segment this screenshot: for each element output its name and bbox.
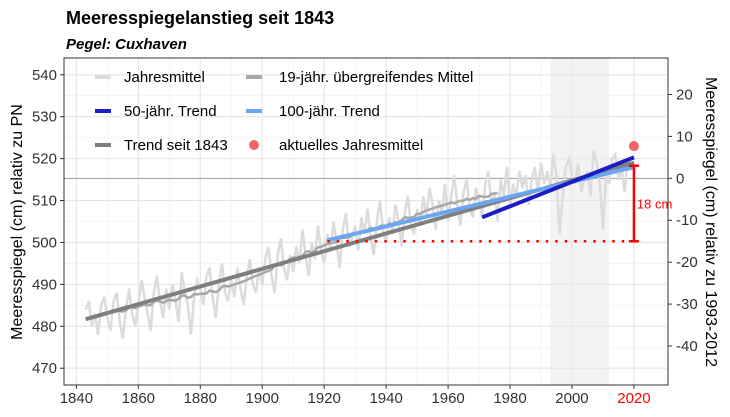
y-tick-label-left: 510: [32, 193, 57, 210]
y-tick-label-left: 490: [32, 276, 57, 293]
current-annual-mean-point: [628, 141, 639, 152]
y-tick-label-right: -20: [676, 254, 698, 271]
chart-subtitle: Pegel: Cuxhaven: [66, 36, 187, 53]
x-tick-label: 1860: [122, 390, 155, 407]
legend-label: aktuelles Jahresmittel: [279, 137, 423, 154]
plot-area: 18 cm Jahresmittel 19-jähr. übergreifendes…: [32, 57, 698, 407]
y-tick-label-left: 540: [32, 67, 57, 84]
y-tick-label-right: -30: [676, 296, 698, 313]
y-tick-label-left: 520: [32, 151, 57, 168]
x-tick-label: 1940: [369, 390, 402, 407]
y-tick-label-right: 10: [676, 128, 693, 145]
panel-border: [63, 57, 669, 386]
x-tick-label: 2000: [555, 390, 588, 407]
x-tick-label: 1840: [60, 390, 93, 407]
x-tick-label: 2020: [617, 390, 650, 407]
y-tick-label-right: -10: [676, 212, 698, 229]
trend-50-year-line: [481, 155, 635, 220]
x-tick-label: 1880: [184, 390, 217, 407]
y-tick-label-left: 470: [32, 360, 57, 377]
chart-title: Meeresspiegelanstieg seit 1843: [66, 8, 334, 28]
y-tick-label-left: 530: [32, 109, 57, 126]
y-tick-label-left: 480: [32, 318, 57, 335]
legend-label: 19-jähr. übergreifendes Mittel: [279, 69, 473, 86]
x-tick-label: 1980: [493, 390, 526, 407]
x-tick-label: 1920: [307, 390, 340, 407]
x-tick-label: 1900: [246, 390, 279, 407]
legend-label: Jahresmittel: [124, 69, 205, 86]
y-tick-label-left: 500: [32, 234, 57, 251]
y-tick-label-right: 0: [676, 170, 684, 187]
running-mean-line: [113, 192, 498, 313]
legend-label: Trend seit 1843: [124, 137, 228, 154]
y-axis-title-right: Meeresspiegel (cm) relativ zu 1993-2012: [702, 77, 719, 367]
rise-label: 18 cm: [637, 196, 672, 211]
y-tick-label-right: 20: [676, 86, 693, 103]
annual-mean-line: [84, 149, 633, 340]
legend-label: 100-jähr. Trend: [279, 103, 380, 120]
legend-key-point: [249, 140, 259, 150]
y-tick-label-right: -40: [676, 338, 698, 355]
x-tick-label: 1960: [431, 390, 464, 407]
y-axis-title-left: Meeresspiegel (cm) relativ zu PN: [9, 104, 26, 340]
legend-label: 50-jähr. Trend: [124, 103, 217, 120]
